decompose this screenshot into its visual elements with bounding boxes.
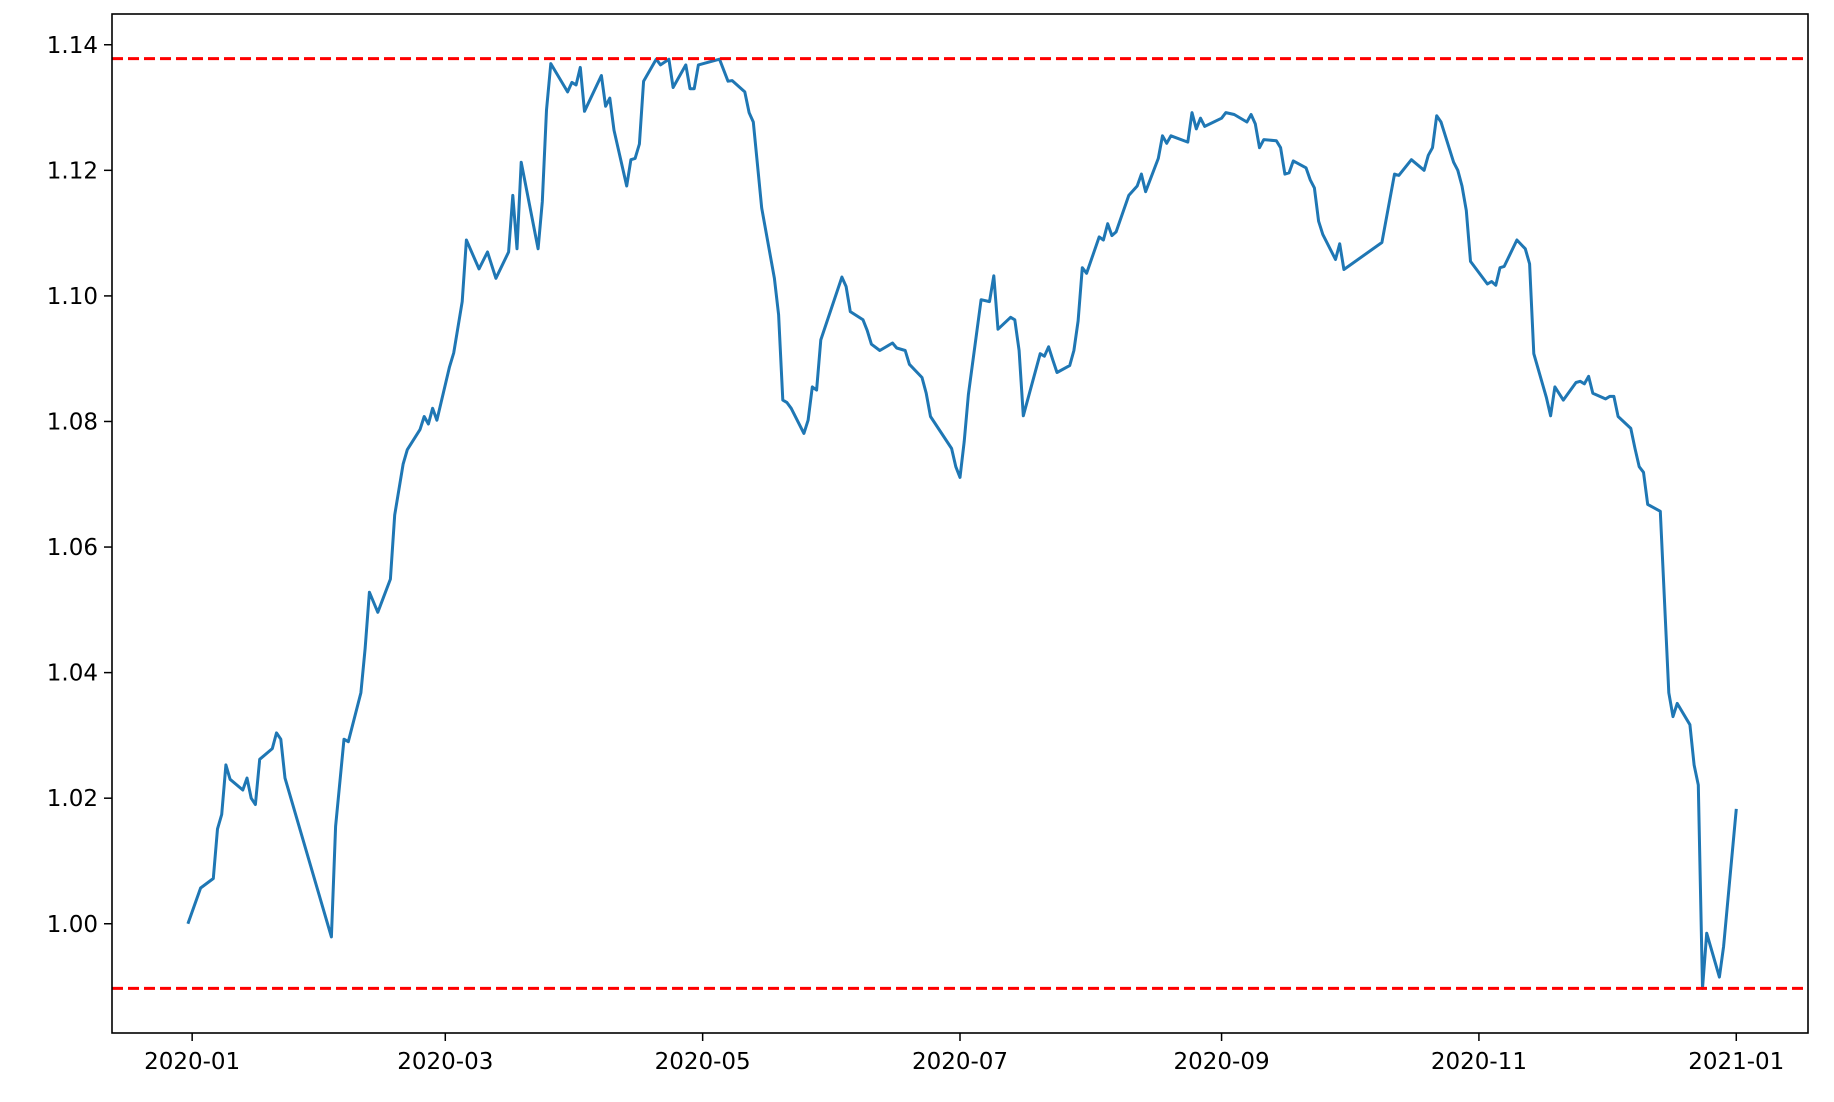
x-tick-label: 2020-03 [397, 1049, 493, 1075]
y-tick-label: 1.00 [47, 912, 98, 938]
x-tick-label: 2020-11 [1431, 1049, 1527, 1075]
x-tick-label: 2021-01 [1688, 1049, 1784, 1075]
y-tick-label: 1.14 [47, 33, 98, 59]
x-tick-label: 2020-07 [912, 1049, 1008, 1075]
axes-frame [111, 13, 1809, 1034]
y-tick-label: 1.06 [47, 535, 98, 561]
x-tick-label: 2020-01 [144, 1049, 240, 1075]
y-tick-label: 1.12 [47, 158, 98, 184]
x-tick-label: 2020-05 [655, 1049, 751, 1075]
y-tick-label: 1.02 [47, 786, 98, 812]
series-line [186, 57, 1738, 990]
x-tick-label: 2020-09 [1174, 1049, 1270, 1075]
y-tick-label: 1.08 [47, 409, 98, 435]
y-tick-label: 1.04 [47, 661, 98, 687]
y-tick-label: 1.10 [47, 284, 98, 310]
